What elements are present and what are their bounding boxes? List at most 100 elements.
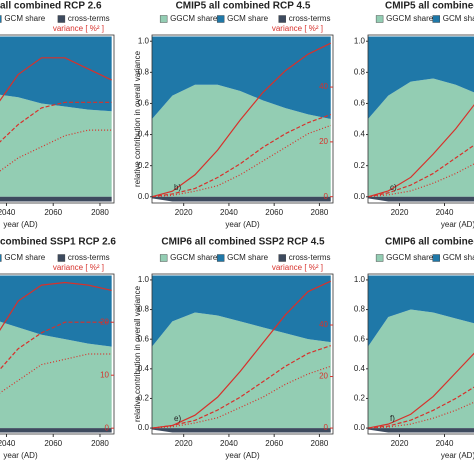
variance-line bbox=[0, 321, 112, 371]
legend-variance: variance [ %² ] bbox=[272, 263, 323, 272]
area-0 bbox=[152, 84, 331, 197]
y2-tick-label: 20 bbox=[100, 317, 109, 326]
y-tick-label: 0.6 bbox=[354, 334, 366, 343]
area-1 bbox=[368, 275, 474, 347]
panel: 2020 2040 year (AD) 0.0 0.2 0.4 0.6 0.8 1.0 CMIP5… bbox=[354, 1, 474, 229]
panel-title: all combined RCP 2.6 bbox=[0, 1, 102, 12]
legend-swatch bbox=[216, 15, 225, 23]
area-1 bbox=[368, 36, 474, 119]
legend-label: cross-terms bbox=[68, 14, 110, 23]
legend-variance: variance [ %² ] bbox=[53, 263, 104, 272]
y2-tick-label: 10 bbox=[100, 370, 109, 379]
variance-line bbox=[367, 352, 474, 429]
x-axis-label: year (AD) bbox=[225, 220, 260, 229]
variance-line bbox=[151, 280, 331, 429]
y-axis-label: relative contribution in overall varianc… bbox=[133, 285, 142, 422]
y2-tick-label: 0 bbox=[105, 423, 110, 432]
area-2 bbox=[0, 196, 112, 202]
y-tick-label: 0.8 bbox=[138, 67, 150, 76]
variance-line bbox=[367, 401, 474, 429]
panel: 2040 2060 2080 year (AD) all combined RCP 2.… bbox=[0, 1, 115, 229]
x-tick-label: 2060 bbox=[44, 208, 62, 217]
x-tick-label: 2040 bbox=[220, 208, 238, 217]
x-tick-label: 2040 bbox=[436, 439, 454, 448]
legend-label: GGCM share bbox=[170, 253, 218, 262]
plot-frame bbox=[367, 273, 474, 435]
panel-label: f) bbox=[390, 414, 395, 423]
x-axis-label: year (AD) bbox=[3, 451, 38, 460]
x-tick-label: 2040 bbox=[436, 208, 454, 217]
panel: 2020 2040 year (AD) 0.0 0.2 0.4 0.6 0.8 1.0 CMIP6… bbox=[354, 237, 474, 460]
legend-swatch bbox=[216, 254, 225, 262]
variance-line bbox=[151, 124, 331, 198]
panel-label: c) bbox=[390, 183, 397, 192]
y-tick-label: 0.8 bbox=[354, 305, 366, 314]
y-tick-label: 1.0 bbox=[354, 36, 366, 45]
area-2 bbox=[368, 428, 474, 433]
panel-label: e) bbox=[174, 414, 181, 423]
area-2 bbox=[152, 428, 331, 433]
legend-swatch bbox=[278, 15, 286, 23]
area-1 bbox=[152, 36, 331, 119]
y-tick-label: 0.0 bbox=[138, 423, 150, 432]
legend-swatch bbox=[432, 254, 440, 262]
plot-frame bbox=[367, 34, 474, 204]
y-axis-label: relative contribution in overall varianc… bbox=[133, 50, 142, 187]
y-tick-label: 1.0 bbox=[354, 275, 366, 284]
legend-label: cross-terms bbox=[289, 14, 331, 23]
area-2 bbox=[0, 428, 112, 433]
x-axis-label: year (AD) bbox=[3, 220, 38, 229]
x-tick-label: 2040 bbox=[0, 208, 16, 217]
legend-label: GCM share bbox=[443, 253, 474, 262]
legend-label: cross-terms bbox=[68, 253, 110, 262]
y-tick-label: 0.4 bbox=[354, 364, 366, 373]
variance-line bbox=[151, 42, 331, 198]
legend-swatch bbox=[57, 15, 66, 23]
variance-line bbox=[367, 386, 474, 429]
y-tick-label: 0.2 bbox=[354, 161, 366, 170]
plot-frame bbox=[0, 273, 115, 435]
panel-title: CMIP6 all combined SSP2 RCP 4.5 bbox=[161, 237, 325, 248]
y2-tick-label: 40 bbox=[319, 320, 328, 329]
panel-title: combined SSP1 RCP 2.6 bbox=[0, 237, 116, 248]
legend-label: GCM share bbox=[4, 14, 45, 23]
plot-frame bbox=[0, 34, 115, 204]
x-tick-label: 2080 bbox=[91, 439, 109, 448]
x-tick-label: 2060 bbox=[265, 439, 283, 448]
area-1 bbox=[0, 36, 112, 112]
x-tick-label: 2020 bbox=[391, 208, 409, 217]
area-0 bbox=[0, 94, 112, 197]
x-axis-label: year (AD) bbox=[441, 220, 474, 229]
y2-tick-label: 20 bbox=[319, 372, 328, 381]
y-tick-label: 0.4 bbox=[138, 130, 150, 139]
panel: 2040 2060 2080 year (AD) 0 10 20 combined SSP1 … bbox=[0, 237, 116, 460]
legend-label: GGCM share bbox=[386, 253, 434, 262]
y-tick-label: 0.6 bbox=[354, 99, 366, 108]
x-tick-label: 2080 bbox=[311, 439, 329, 448]
y-tick-label: 0.4 bbox=[354, 130, 366, 139]
x-tick-label: 2040 bbox=[220, 439, 238, 448]
variance-line bbox=[0, 57, 112, 102]
y-tick-label: 0.2 bbox=[138, 161, 150, 170]
legend-variance: variance [ %² ] bbox=[53, 24, 104, 33]
legend-swatch bbox=[278, 254, 286, 262]
y-tick-label: 0.2 bbox=[354, 394, 366, 403]
legend-label: GCM share bbox=[227, 14, 268, 23]
x-tick-label: 2040 bbox=[0, 439, 16, 448]
y2-tick-label: 0 bbox=[324, 423, 329, 432]
legend-variance: variance [ %² ] bbox=[272, 24, 323, 33]
area-0 bbox=[0, 321, 112, 429]
plot-frame bbox=[151, 34, 334, 204]
x-tick-label: 2060 bbox=[265, 208, 283, 217]
legend-swatch bbox=[375, 15, 384, 23]
area-1 bbox=[0, 275, 112, 347]
legend-swatch bbox=[0, 15, 2, 23]
x-tick-label: 2080 bbox=[91, 208, 109, 217]
y-tick-label: 0.4 bbox=[138, 364, 150, 373]
legend-label: GCM share bbox=[443, 14, 474, 23]
y-tick-label: 1.0 bbox=[138, 36, 150, 45]
y-tick-label: 0.8 bbox=[138, 305, 150, 314]
